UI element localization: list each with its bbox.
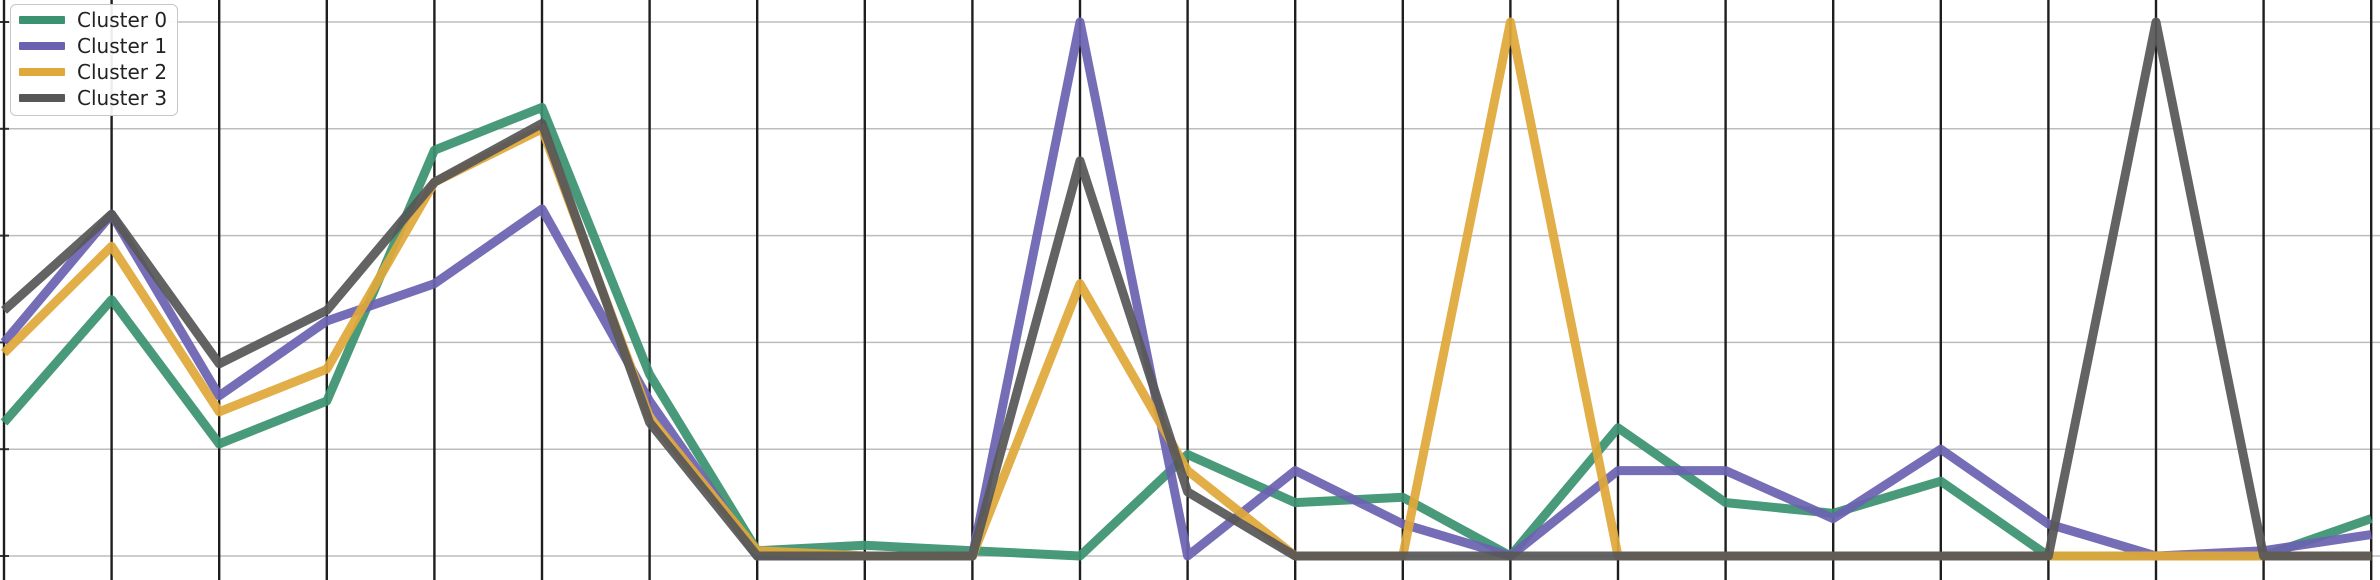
legend-swatch-cluster-2 — [19, 68, 65, 76]
legend-label-cluster-2: Cluster 2 — [77, 60, 168, 84]
legend-label-cluster-1: Cluster 1 — [77, 34, 168, 58]
legend-entry-cluster-1: Cluster 1 — [19, 33, 167, 59]
legend-swatch-cluster-3 — [19, 94, 65, 102]
legend-label-cluster-3: Cluster 3 — [77, 86, 168, 110]
legend-entry-cluster-3: Cluster 3 — [19, 85, 167, 111]
legend-swatch-cluster-0 — [19, 16, 65, 24]
legend-entry-cluster-2: Cluster 2 — [19, 59, 167, 85]
legend-label-cluster-0: Cluster 0 — [77, 8, 168, 32]
legend-swatch-cluster-1 — [19, 42, 65, 50]
series-line-cluster-0 — [0, 102, 2373, 561]
legend-entry-cluster-0: Cluster 0 — [19, 7, 167, 33]
series-line-cluster-1 — [0, 17, 2372, 561]
chart-legend: Cluster 0 Cluster 1 Cluster 2 Cluster 3 — [10, 4, 179, 116]
series-line-cluster-3 — [1, 17, 2372, 561]
